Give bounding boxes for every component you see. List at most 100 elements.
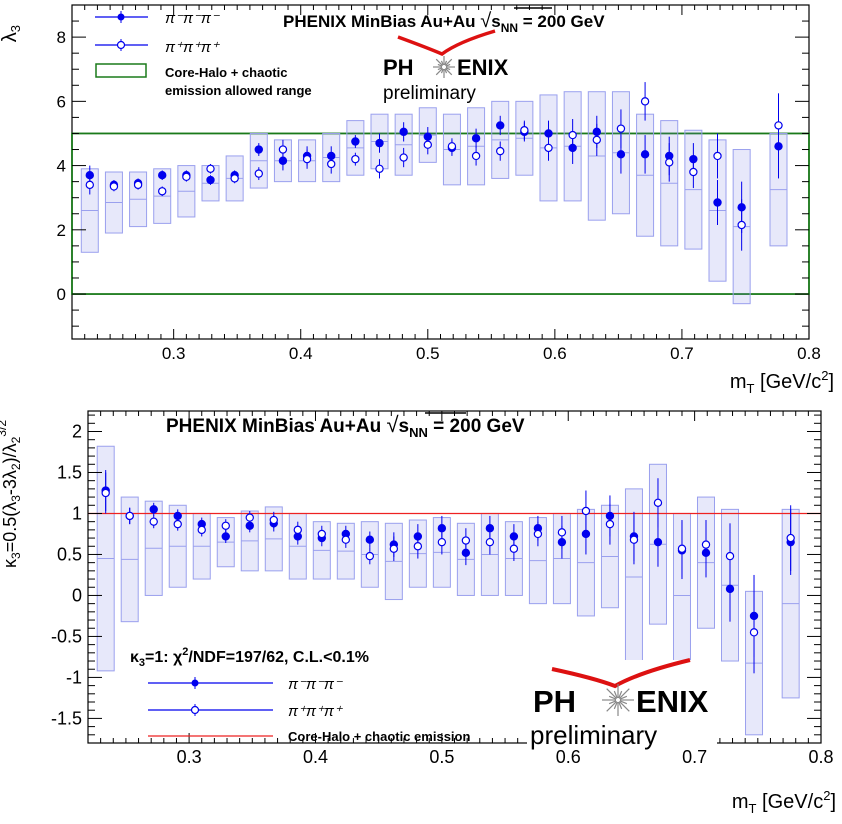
chart-title: PHENIX MinBias Au+Au √sNN = 200 GeV bbox=[166, 412, 525, 440]
axes bbox=[87, 411, 822, 744]
point-pi-plus bbox=[158, 187, 167, 196]
point-pi-minus bbox=[85, 171, 94, 180]
point-pi-minus bbox=[653, 537, 663, 547]
legend-marker-plus bbox=[190, 705, 200, 715]
point-pi-plus bbox=[221, 521, 230, 530]
point-pi-plus bbox=[677, 544, 687, 553]
phenix-logo: PH ENIX preliminary bbox=[383, 29, 509, 104]
starburst-ray bbox=[445, 63, 451, 67]
y-tick-label: -0.5 bbox=[51, 626, 82, 646]
point-pi-minus bbox=[149, 505, 158, 514]
point-pi-plus bbox=[640, 97, 650, 106]
y-tick-label: 0 bbox=[57, 285, 66, 304]
starburst-ray bbox=[444, 58, 453, 67]
point-pi-plus bbox=[533, 529, 543, 539]
point-pi-plus bbox=[447, 142, 457, 151]
chart-title: PHENIX MinBias Au+Au √sNN = 200 GeV bbox=[283, 10, 605, 35]
y-tick-label: 6 bbox=[57, 92, 66, 111]
starburst-ray bbox=[613, 690, 618, 699]
point-pi-plus bbox=[269, 515, 278, 525]
starburst-ray bbox=[618, 700, 630, 712]
point-pi-plus bbox=[351, 154, 360, 164]
point-pi-minus bbox=[689, 154, 698, 164]
point-pi-minus bbox=[774, 142, 783, 151]
point-pi-plus bbox=[689, 167, 698, 177]
starburst-ray bbox=[608, 695, 617, 700]
starburst-ray bbox=[608, 700, 617, 705]
x-tick-label: 0.7 bbox=[670, 344, 694, 363]
point-pi-minus bbox=[437, 524, 447, 533]
legend-label-plus: π⁺π⁺π⁺ bbox=[165, 39, 220, 56]
logo-backdrop bbox=[527, 660, 717, 746]
x-tick-labels: 0.3 0.4 0.5 0.6 0.7 0.8 bbox=[162, 344, 821, 363]
legend-marker-plus bbox=[116, 40, 126, 50]
starburst-icon bbox=[602, 684, 634, 716]
point-pi-minus bbox=[605, 511, 615, 521]
starburst-ray bbox=[444, 68, 448, 74]
logo-caption: preliminary bbox=[383, 83, 476, 104]
point-pi-plus bbox=[616, 124, 626, 133]
y-tick-label: 0.5 bbox=[57, 544, 82, 564]
x-tick-label: 0.4 bbox=[303, 747, 328, 767]
point-pi-minus bbox=[713, 198, 722, 207]
starburst-ray bbox=[440, 60, 444, 66]
starburst-ray bbox=[618, 688, 630, 700]
point-pi-minus bbox=[245, 521, 254, 530]
y-tick-label: 1 bbox=[72, 503, 82, 523]
point-pi-plus bbox=[605, 519, 615, 529]
logo-text-left: PH bbox=[383, 55, 414, 80]
starburst-ray bbox=[619, 700, 628, 705]
x-tick-label: 0.7 bbox=[682, 747, 707, 767]
point-pi-minus bbox=[413, 532, 423, 541]
starburst-ray bbox=[435, 67, 444, 76]
point-pi-minus bbox=[221, 532, 230, 541]
point-pi-plus bbox=[665, 158, 674, 167]
x-tick-label: 0.4 bbox=[289, 344, 313, 363]
point-pi-plus bbox=[389, 544, 399, 553]
point-pi-plus bbox=[173, 519, 182, 529]
point-pi-plus bbox=[197, 525, 206, 535]
systematic-boxes bbox=[96, 445, 800, 736]
point-pi-minus bbox=[423, 132, 432, 141]
data-points bbox=[85, 97, 783, 230]
point-pi-plus bbox=[786, 533, 795, 543]
x-axis-label: mT [GeV/c2] bbox=[730, 368, 834, 396]
logo-text-left: PH bbox=[533, 684, 576, 719]
point-pi-plus bbox=[375, 164, 384, 173]
point-pi-plus bbox=[302, 154, 312, 164]
point-pi-minus bbox=[581, 529, 591, 539]
legend-label-minus: π⁻π⁻π⁻ bbox=[288, 676, 343, 693]
point-pi-plus bbox=[557, 528, 567, 537]
point-pi-plus bbox=[423, 140, 432, 149]
point-pi-minus bbox=[485, 524, 495, 533]
point-pi-minus bbox=[568, 143, 577, 153]
y-tick-labels: 0 2 4 6 8 bbox=[57, 28, 66, 304]
logo-swoosh bbox=[551, 658, 691, 689]
point-pi-minus bbox=[206, 175, 215, 185]
x-tick-label: 0.5 bbox=[429, 747, 454, 767]
logo-text-right: ENIX bbox=[636, 684, 709, 719]
starburst-icon bbox=[433, 56, 455, 78]
point-pi-plus bbox=[327, 159, 336, 169]
point-pi-plus bbox=[206, 164, 215, 173]
x-tick-label: 0.8 bbox=[808, 747, 833, 767]
y-tick-label: 8 bbox=[57, 28, 66, 47]
legend-label-reference: Core-Halo + chaotic emission bbox=[288, 729, 470, 744]
starburst-ray bbox=[445, 67, 451, 71]
logo-swoosh bbox=[397, 29, 496, 57]
starburst-ray bbox=[618, 701, 623, 710]
legend-label-plus: π⁺π⁺π⁺ bbox=[288, 703, 343, 720]
point-pi-plus bbox=[399, 153, 408, 162]
legend-band-label-2: emission allowed range bbox=[165, 83, 312, 98]
point-pi-plus bbox=[245, 513, 254, 522]
starburst-ray bbox=[618, 690, 623, 699]
point-pi-plus bbox=[437, 537, 447, 547]
point-pi-plus bbox=[341, 535, 351, 544]
point-pi-plus bbox=[629, 535, 639, 544]
y-tick-label: -1.5 bbox=[51, 708, 82, 728]
point-pi-plus bbox=[278, 145, 288, 154]
y-axis-label: κ3=0.5(λ3-3λ2)/λ23/2 bbox=[0, 420, 23, 568]
